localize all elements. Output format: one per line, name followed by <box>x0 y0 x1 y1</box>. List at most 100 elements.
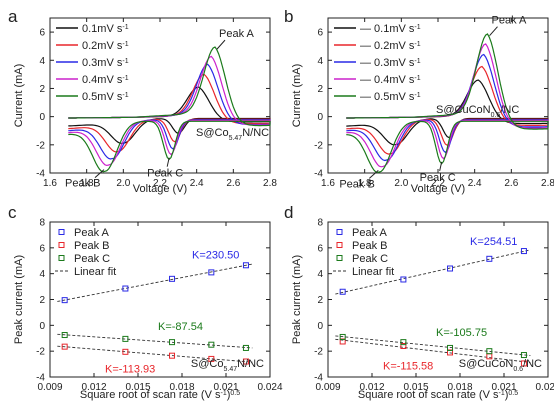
data-point-peak-a <box>400 276 407 283</box>
legend-label: — 0.3mV s-1 <box>360 57 421 69</box>
y-tick-label: 6 <box>39 243 45 254</box>
data-point-peak-c <box>242 344 249 351</box>
x-tick-label: 2.8 <box>541 178 554 189</box>
data-point-peak-c <box>169 339 176 346</box>
legend-label: Peak B <box>352 240 387 252</box>
legend-label: Peak B <box>74 240 109 252</box>
sample-name: S@CuCoN0.6/NC <box>436 104 519 119</box>
y-axis-label: Peak current (mA) <box>291 255 303 344</box>
legend-swatch <box>58 242 65 248</box>
data-point-peak-a <box>339 288 346 295</box>
data-point-peak-c <box>61 332 68 339</box>
slope-label-peak-c: K=-87.54 <box>158 321 203 333</box>
y-tick-label: 0 <box>317 321 323 332</box>
x-tick-label: 2.0 <box>116 178 130 189</box>
fit-line-peak-b <box>57 345 253 363</box>
legend-swatch <box>58 229 65 235</box>
data-point-peak-b <box>122 348 129 355</box>
x-tick-label: 0.009 <box>37 382 62 393</box>
x-tick-label: 0.015 <box>125 382 150 393</box>
fit-panel-c: 0.009 0.012 0.015 0.018 0.021 0.024 -4 -2 0 2 4 6 8 P… <box>13 218 283 402</box>
annotation-arrow <box>439 161 443 172</box>
x-tick-label: 1.8 <box>358 178 372 189</box>
legend-label: — 0.5mV s-1 <box>360 91 421 103</box>
x-axis-label: Voltage (V) <box>133 183 187 195</box>
legend-swatch <box>336 229 343 235</box>
data-point-peak-b <box>242 358 249 365</box>
data-point-peak-a <box>169 275 176 282</box>
legend-swatch <box>58 255 65 261</box>
legend-label: 0.5mV s-1 <box>82 91 129 103</box>
slope-label-peak-b: K=-115.58 <box>383 360 433 372</box>
slope-label-peak-a: K=230.50 <box>192 249 239 261</box>
legend-label: — 0.4mV s-1 <box>360 74 421 86</box>
y-tick-label: 0 <box>39 112 45 123</box>
y-tick-label: -4 <box>36 169 45 180</box>
x-tick-label: 0.012 <box>359 382 384 393</box>
data-point-peak-b <box>61 343 68 350</box>
x-tick-label: 0.021 <box>491 382 516 393</box>
y-tick-label: 2 <box>317 84 323 95</box>
y-tick-label: -4 <box>314 373 323 384</box>
x-tick-label: 2.8 <box>263 178 277 189</box>
cv-panel-a: 1.6 1.8 2.0 2.2 2.4 2.6 2.8 -4 -2 0 2 4 6 Current (mA… <box>13 17 277 195</box>
sample-name: S@Co5.47N/NC <box>196 127 269 142</box>
y-tick-label: 2 <box>317 295 323 306</box>
panel-label-c: c <box>8 203 17 222</box>
legend-label: Peak C <box>74 253 110 265</box>
slope-label-peak-b: K=-113.93 <box>105 364 155 376</box>
data-point-peak-a <box>447 265 454 272</box>
y-tick-label: 4 <box>39 269 45 280</box>
x-tick-label: 2.2 <box>153 178 167 189</box>
x-tick-label: 1.8 <box>80 178 94 189</box>
x-tick-label: 2.6 <box>226 178 240 189</box>
y-tick-label: -4 <box>36 373 45 384</box>
data-point-peak-c <box>520 352 527 359</box>
y-tick-label: 4 <box>317 269 323 280</box>
cv-curve-0-4 <box>68 55 271 167</box>
legend-label: 0.3mV s-1 <box>82 57 129 69</box>
data-point-peak-c <box>122 335 129 342</box>
legend-label: — 0.1mV s-1 <box>360 23 421 35</box>
x-tick-label: 1.6 <box>321 178 335 189</box>
x-tick-label: 2.2 <box>431 178 445 189</box>
y-axis-label: Current (mA) <box>291 64 303 128</box>
panel-label-b: b <box>284 7 293 26</box>
panel-label-d: d <box>284 203 293 222</box>
fit-panel-d: 0.009 0.012 0.015 0.018 0.021 0.024 -4 -2 0 2 4 6 8 P… <box>291 218 554 402</box>
data-point-peak-b <box>169 352 176 359</box>
x-axis-label: Square root of scan rate (V s-1)0.5 <box>358 389 518 401</box>
data-point-peak-c <box>400 339 407 346</box>
data-point-peak-c <box>447 344 454 351</box>
y-tick-label: -2 <box>36 140 45 151</box>
y-tick-label: 2 <box>39 295 45 306</box>
cv-panel-b: 1.6 1.8 2.0 2.2 2.4 2.6 2.8 -4 -2 0 2 4 6 Current (mA… <box>291 15 554 195</box>
data-point-peak-a <box>208 269 215 276</box>
annotation-arrow <box>94 169 105 179</box>
data-point-peak-c <box>208 341 215 348</box>
cv-curve-0-5 <box>68 46 271 173</box>
annotation-peak-a: Peak A <box>219 28 255 40</box>
annotation-arrow <box>369 169 379 179</box>
legend-label: — 0.2mV s-1 <box>360 40 421 52</box>
annotation-peak-a: Peak A <box>492 15 528 27</box>
annotation-peak-c: Peak C <box>147 168 183 180</box>
fit-line-peak-b <box>335 338 531 363</box>
legend-label: Peak C <box>352 253 388 265</box>
x-tick-label: 0.018 <box>169 382 194 393</box>
legend-swatch <box>336 242 343 248</box>
fit-line-peak-c <box>57 333 253 349</box>
x-axis-label: Square root of scan rate (V s-1)0.5 <box>80 389 240 401</box>
legend-label: 0.2mV s-1 <box>82 40 129 52</box>
y-axis-label: Peak current (mA) <box>13 255 25 344</box>
x-axis-label: Voltage (V) <box>411 183 465 195</box>
x-tick-label: 0.015 <box>403 382 428 393</box>
data-point-peak-a <box>486 255 493 262</box>
annotation-peak-b: Peak B <box>339 178 374 190</box>
legend-label: 0.1mV s-1 <box>82 23 129 35</box>
y-tick-label: 0 <box>39 321 45 332</box>
fit-line-peak-a <box>335 249 531 295</box>
y-tick-label: -4 <box>314 169 323 180</box>
x-tick-label: 2.4 <box>468 178 482 189</box>
